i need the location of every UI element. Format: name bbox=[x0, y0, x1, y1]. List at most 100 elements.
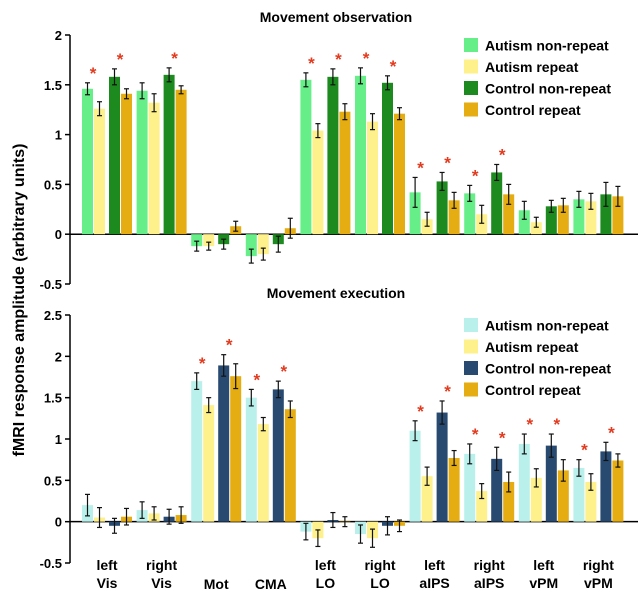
category-label-left-aips: left aIPS bbox=[419, 557, 449, 591]
significance-marker: * bbox=[335, 50, 342, 69]
legend-label-control-repeat: Control repeat bbox=[485, 102, 581, 118]
category-label-line: right bbox=[583, 557, 614, 573]
legend-swatch-autism-non-repeat bbox=[464, 38, 478, 52]
significance-marker: * bbox=[171, 49, 178, 68]
y-tick-label: 1 bbox=[55, 128, 62, 143]
category-label-right-lo: right LO bbox=[364, 557, 395, 591]
y-tick-label: 0.5 bbox=[44, 177, 62, 192]
y-tick-label: 1.5 bbox=[44, 78, 62, 93]
significance-marker: * bbox=[608, 423, 615, 442]
category-label-line: left bbox=[424, 557, 445, 573]
bar-control-repeat-right-aips bbox=[503, 194, 515, 235]
legend-label-autism-repeat: Autism repeat bbox=[485, 59, 579, 75]
significance-marker: * bbox=[417, 402, 424, 421]
bar-control-non-repeat-mot bbox=[218, 365, 230, 522]
significance-marker: * bbox=[444, 153, 451, 172]
bar-control-non-repeat-left-aips bbox=[436, 412, 448, 522]
significance-marker: * bbox=[226, 336, 233, 355]
bar-autism-repeat-right-lo bbox=[367, 121, 378, 235]
bar-autism-repeat-cma bbox=[257, 424, 269, 522]
bar-autism-non-repeat-left-aips bbox=[409, 192, 421, 235]
bar-autism-repeat-cma bbox=[257, 234, 269, 255]
legend-label-control-non-repeat: Control non-repeat bbox=[485, 81, 611, 97]
bar-autism-repeat-left-vis bbox=[94, 108, 105, 235]
y-tick-label: 0.5 bbox=[44, 473, 62, 488]
category-label-line: left bbox=[533, 557, 554, 573]
category-label-right-vpm: right vPM bbox=[583, 557, 614, 591]
significance-marker: * bbox=[526, 415, 533, 434]
significance-marker: * bbox=[444, 382, 451, 401]
bar-autism-repeat-left-lo bbox=[312, 130, 324, 235]
legend-label-control-non-repeat: Control non-repeat bbox=[485, 361, 611, 377]
bar-autism-non-repeat-right-lo bbox=[355, 75, 366, 235]
category-label-left-vis: left Vis bbox=[97, 557, 118, 591]
significance-marker: * bbox=[308, 54, 315, 73]
category-label-line: Vis bbox=[97, 575, 118, 591]
bar-autism-non-repeat-left-vpm bbox=[518, 210, 530, 235]
significance-marker: * bbox=[472, 166, 479, 185]
bar-autism-repeat-right-aips bbox=[476, 491, 488, 522]
legend-label-autism-non-repeat: Autism non-repeat bbox=[485, 38, 609, 54]
bar-control-non-repeat-right-vis bbox=[163, 74, 175, 235]
bar-autism-non-repeat-left-vis bbox=[82, 88, 93, 235]
bar-autism-non-repeat-left-vpm bbox=[518, 443, 530, 522]
bar-control-repeat-left-aips bbox=[448, 458, 460, 522]
bar-control-repeat-left-lo bbox=[339, 111, 351, 235]
bar-autism-non-repeat-right-aips bbox=[464, 453, 476, 522]
bar-autism-non-repeat-left-lo bbox=[300, 79, 312, 235]
bar-autism-non-repeat-mot bbox=[191, 381, 203, 522]
legend-swatch-control-repeat bbox=[464, 382, 478, 397]
significance-marker: * bbox=[253, 370, 260, 389]
bar-control-non-repeat-right-aips bbox=[491, 458, 503, 522]
bar-control-non-repeat-left-aips bbox=[436, 181, 448, 235]
legend-label-control-repeat: Control repeat bbox=[485, 382, 581, 398]
bar-autism-repeat-left-vpm bbox=[530, 222, 542, 235]
bar-control-repeat-right-vpm bbox=[612, 460, 624, 522]
category-labels: left Vis right Vis Mot CMA left LO right LO left aI… bbox=[97, 557, 615, 592]
bar-control-repeat-right-vis bbox=[175, 89, 187, 235]
legend-swatch-control-repeat bbox=[464, 102, 478, 117]
y-tick-label: 1 bbox=[55, 432, 62, 447]
y-tick-label: -0.5 bbox=[40, 277, 62, 292]
category-label-mot: Mot bbox=[204, 576, 229, 592]
legend: Autism non-repeat Autism repeat Control no… bbox=[464, 318, 611, 398]
bar-control-repeat-right-aips bbox=[503, 481, 515, 522]
category-label-left-lo: left LO bbox=[315, 557, 336, 591]
bar-control-repeat-mot bbox=[230, 376, 242, 522]
significance-marker: * bbox=[117, 50, 124, 69]
category-label-line: right bbox=[364, 557, 395, 573]
category-label-line: vPM bbox=[584, 575, 613, 591]
category-label-line: LO bbox=[370, 575, 390, 591]
y-tick-label: 2.5 bbox=[44, 308, 62, 323]
category-label-line: left bbox=[315, 557, 336, 573]
legend-label-autism-non-repeat: Autism non-repeat bbox=[485, 318, 609, 334]
y-tick-label: 2 bbox=[55, 28, 62, 43]
bar-control-repeat-left-aips bbox=[448, 200, 460, 235]
category-label-line: aIPS bbox=[474, 575, 504, 591]
bar-control-non-repeat-right-lo bbox=[382, 82, 393, 235]
y-tick-label: -0.5 bbox=[40, 556, 62, 571]
category-label-line: Vis bbox=[151, 575, 172, 591]
chart-title: Movement observation bbox=[260, 9, 412, 25]
bar-autism-non-repeat-right-vis bbox=[136, 90, 148, 235]
bar-control-non-repeat-right-aips bbox=[491, 172, 503, 235]
bar-autism-non-repeat-mot bbox=[191, 234, 203, 247]
category-label-cma: CMA bbox=[255, 576, 287, 592]
panel-movement-execution: Movement execution -0.5 0 0.5 1 1.5 2 2.5 * * * * * *… bbox=[40, 285, 638, 571]
bar-autism-non-repeat-cma bbox=[245, 397, 257, 522]
bar-control-non-repeat-cma bbox=[272, 389, 284, 522]
bar-control-non-repeat-right-vpm bbox=[600, 194, 612, 235]
bar-autism-non-repeat-right-aips bbox=[464, 193, 476, 235]
bar-control-non-repeat-right-vpm bbox=[600, 451, 612, 522]
significance-marker: * bbox=[553, 415, 560, 434]
bar-control-repeat-left-vpm bbox=[557, 470, 569, 522]
bar-autism-repeat-right-vpm bbox=[585, 481, 597, 522]
significance-marker: * bbox=[90, 64, 97, 83]
significance-marker: * bbox=[199, 354, 206, 373]
bar-control-non-repeat-left-vpm bbox=[545, 206, 557, 235]
significance-marker: * bbox=[417, 158, 424, 177]
bar-control-repeat-right-vpm bbox=[612, 196, 624, 235]
bar-control-non-repeat-left-vis bbox=[109, 76, 120, 235]
y-tick-label: 0 bbox=[55, 227, 62, 242]
